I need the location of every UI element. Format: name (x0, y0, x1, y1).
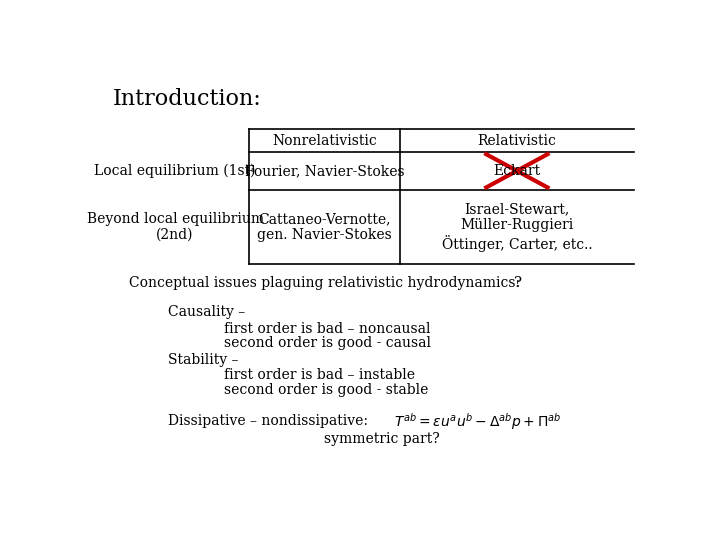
Text: Stability –: Stability – (168, 353, 238, 367)
Text: second order is good - stable: second order is good - stable (224, 383, 428, 397)
Text: Beyond local equilibrium
(2nd): Beyond local equilibrium (2nd) (86, 212, 264, 242)
Text: first order is bad – instable: first order is bad – instable (224, 368, 415, 382)
Text: Conceptual issues plaguing relativistic hydrodynamics:: Conceptual issues plaguing relativistic … (129, 276, 520, 290)
Text: Dissipative – nondissipative:: Dissipative – nondissipative: (168, 414, 368, 428)
Text: Israel-Stewart,
Müller-Ruggieri
Öttinger, Carter, etc..: Israel-Stewart, Müller-Ruggieri Öttinger… (441, 202, 592, 252)
Text: $T^{ab} = \varepsilon u^{a}u^{b} - \Delta^{ab}p + \Pi^{ab}$: $T^{ab} = \varepsilon u^{a}u^{b} - \Delt… (394, 411, 562, 431)
Text: symmetric part?: symmetric part? (324, 432, 440, 446)
Text: Relativistic: Relativistic (477, 134, 557, 147)
Text: Eckart: Eckart (493, 164, 541, 178)
Text: second order is good - causal: second order is good - causal (224, 336, 431, 350)
Text: Causality –: Causality – (168, 305, 246, 319)
Text: Local equilibrium (1st): Local equilibrium (1st) (94, 164, 256, 178)
Text: Cattaneo-Vernotte,
gen. Navier-Stokes: Cattaneo-Vernotte, gen. Navier-Stokes (257, 212, 392, 242)
Text: Nonrelativistic: Nonrelativistic (272, 134, 377, 147)
Text: ?: ? (514, 276, 522, 290)
Text: Fourier, Navier-Stokes: Fourier, Navier-Stokes (245, 164, 404, 178)
Text: Introduction:: Introduction: (112, 87, 261, 110)
Text: first order is bad – noncausal: first order is bad – noncausal (224, 322, 431, 336)
